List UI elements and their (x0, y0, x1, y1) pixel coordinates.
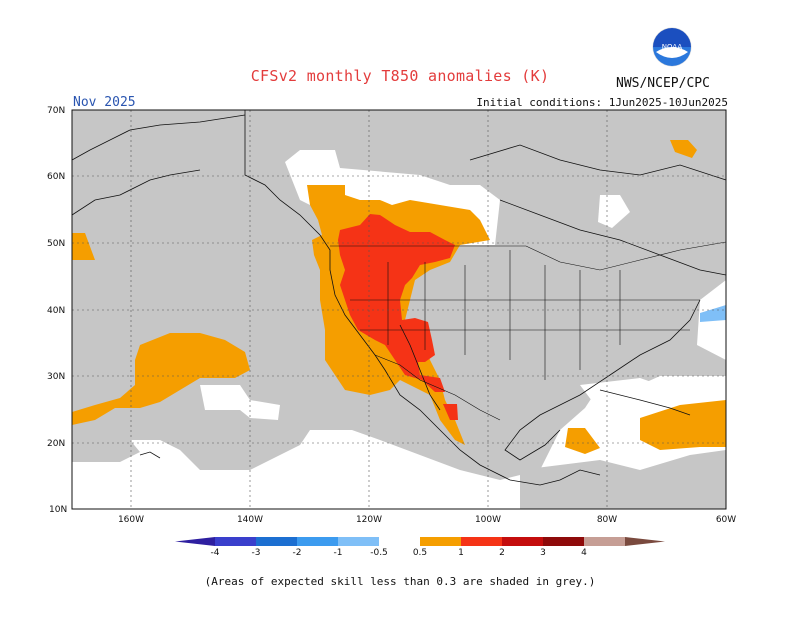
initial-conditions-label: Initial conditions: 1Jun2025-10Jun2025 (476, 96, 728, 109)
colorbar-tick-label: -2 (293, 548, 302, 558)
longitude-labels: 160W 140W 120W 100W 80W 60W (118, 515, 736, 525)
lat-tick-label: 20N (47, 439, 65, 449)
colorbar-segment (379, 537, 420, 546)
lat-tick-label: 30N (47, 372, 65, 382)
colorbar-tick-label: -3 (252, 548, 261, 558)
lon-tick-label: 140W (237, 515, 263, 525)
colorbar-segment (420, 537, 461, 546)
colorbar-segment (584, 537, 625, 546)
lon-tick-label: 60W (716, 515, 736, 525)
colorbar-tick-label: -4 (211, 548, 220, 558)
chart-title: CFSv2 monthly T850 anomalies (K) (250, 67, 550, 85)
colorbar-arrow-low (175, 537, 215, 546)
forecast-month-label: Nov 2025 (73, 95, 136, 110)
map-frame (71, 109, 727, 510)
lat-tick-label: 40N (47, 306, 65, 316)
colorbar-tick-label: 4 (581, 548, 587, 558)
noaa-logo (652, 27, 692, 67)
coastlines (71, 110, 727, 486)
color-legend-labels: -4 -3 -2 -1 -0.5 0.5 1 2 3 4 (211, 548, 588, 558)
lat-tick-label: 70N (47, 106, 65, 116)
colorbar-segment (543, 537, 584, 546)
map-gridlines (72, 110, 726, 509)
colorbar-arrow-high (625, 537, 665, 546)
lon-tick-label: 160W (118, 515, 144, 525)
colorbar-segment (256, 537, 297, 546)
colorbar-segment (215, 537, 256, 546)
colorbar-tick-label: 2 (499, 548, 505, 558)
skill-footnote: (Areas of expected skill less than 0.3 a… (204, 575, 596, 588)
lon-tick-label: 120W (356, 515, 382, 525)
colorbar-segment (502, 537, 543, 546)
political-borders (330, 241, 727, 421)
colorbar-tick-label: -1 (334, 548, 343, 558)
anomaly-1-to-2-region (338, 214, 458, 420)
lon-tick-label: 100W (475, 515, 501, 525)
logo-text: NOAA (662, 43, 683, 51)
lat-tick-label: 10N (49, 505, 67, 515)
colorbar-tick-label: 0.5 (413, 548, 427, 558)
color-legend-bar (175, 537, 665, 546)
colorbar-segment (338, 537, 379, 546)
colorbar-tick-label: -0.5 (370, 548, 388, 558)
agency-label: NWS/NCEP/CPC (616, 76, 710, 91)
lat-tick-label: 50N (47, 239, 65, 249)
colorbar-segment (297, 537, 338, 546)
colorbar-tick-label: 1 (458, 548, 464, 558)
lon-tick-label: 80W (597, 515, 617, 525)
anomaly-neg-0-5-region (700, 305, 726, 322)
colorbar-tick-label: 3 (540, 548, 546, 558)
lat-tick-label: 60N (47, 172, 65, 182)
map-plot-area (71, 109, 727, 510)
colorbar-segment (461, 537, 502, 546)
latitude-labels: 70N 60N 50N 40N 30N 20N 10N (47, 106, 67, 515)
